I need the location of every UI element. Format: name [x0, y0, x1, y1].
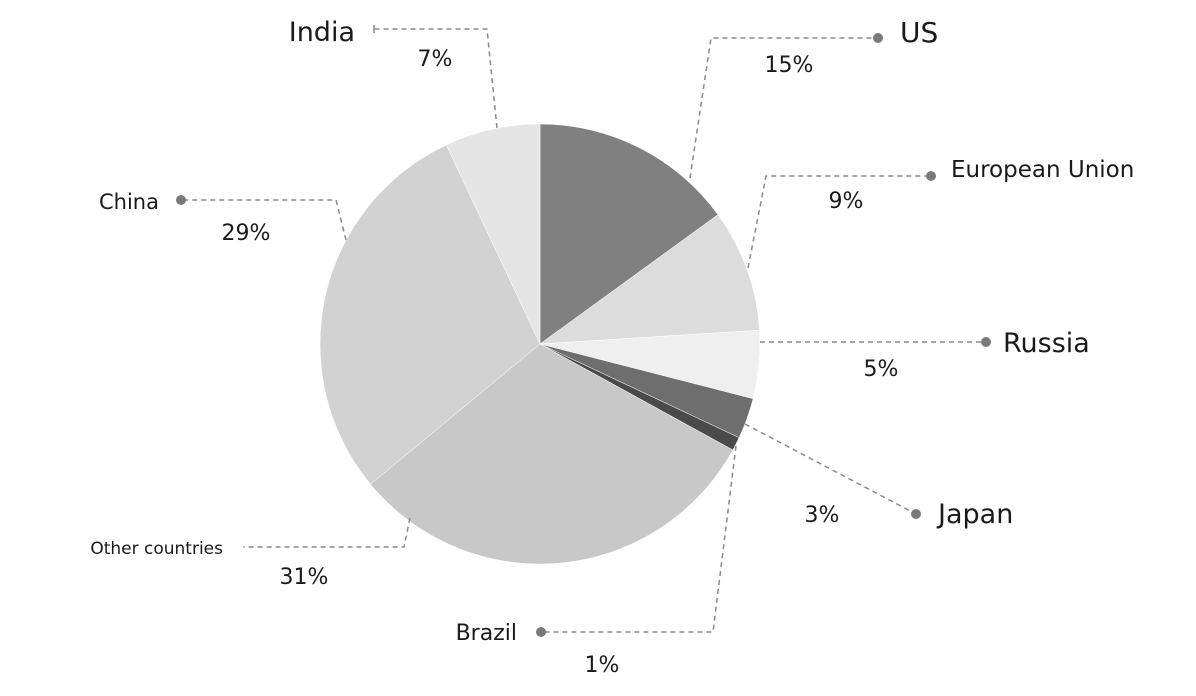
slice-name-european-union: European Union [951, 157, 1134, 183]
pie-slice-china [319, 144, 541, 485]
pie-slice-european-union [539, 214, 760, 345]
slice-percent-european-union: 9% [829, 189, 864, 214]
slice-percent-china: 29% [222, 221, 271, 246]
leader-dot-russia [981, 337, 991, 347]
pie-slices [319, 123, 761, 565]
slice-name-india: India [289, 17, 355, 48]
leader-dot-us [873, 33, 883, 43]
slice-name-us: US [900, 16, 938, 49]
leader-line-european-union [747, 175, 931, 269]
leader-line-china [181, 199, 347, 241]
pie-slice-us [539, 123, 719, 345]
slice-name-other-countries: Other countries [90, 539, 223, 559]
slice-percent-us: 15% [765, 53, 814, 78]
slice-name-russia: Russia [1003, 328, 1090, 359]
leader-line-other-countries [243, 517, 411, 548]
slice-name-japan: Japan [936, 499, 1013, 530]
leader-dot-china [176, 195, 186, 205]
slice-percent-india: 7% [418, 47, 453, 72]
leader-line-japan [744, 423, 917, 515]
slice-name-china: China [99, 190, 159, 214]
slice-percent-japan: 3% [805, 503, 840, 528]
slice-percent-brazil: 1% [585, 653, 620, 678]
leader-dot-japan [911, 509, 921, 519]
leader-dot-brazil [536, 627, 546, 637]
leader-lines [176, 25, 991, 637]
leader-line-us [689, 37, 878, 179]
leader-dot-european-union [926, 171, 936, 181]
slice-name-brazil: Brazil [456, 621, 517, 646]
pie-slice-other-countries [370, 343, 734, 565]
slice-labels: US 15% European Union 9% Russia 5% Japan 3% Braz… [90, 16, 1134, 678]
slice-percent-russia: 5% [864, 357, 899, 382]
slice-percent-other-countries: 31% [280, 565, 329, 590]
leader-line-india [374, 28, 498, 129]
pie-slice-india [445, 123, 541, 345]
